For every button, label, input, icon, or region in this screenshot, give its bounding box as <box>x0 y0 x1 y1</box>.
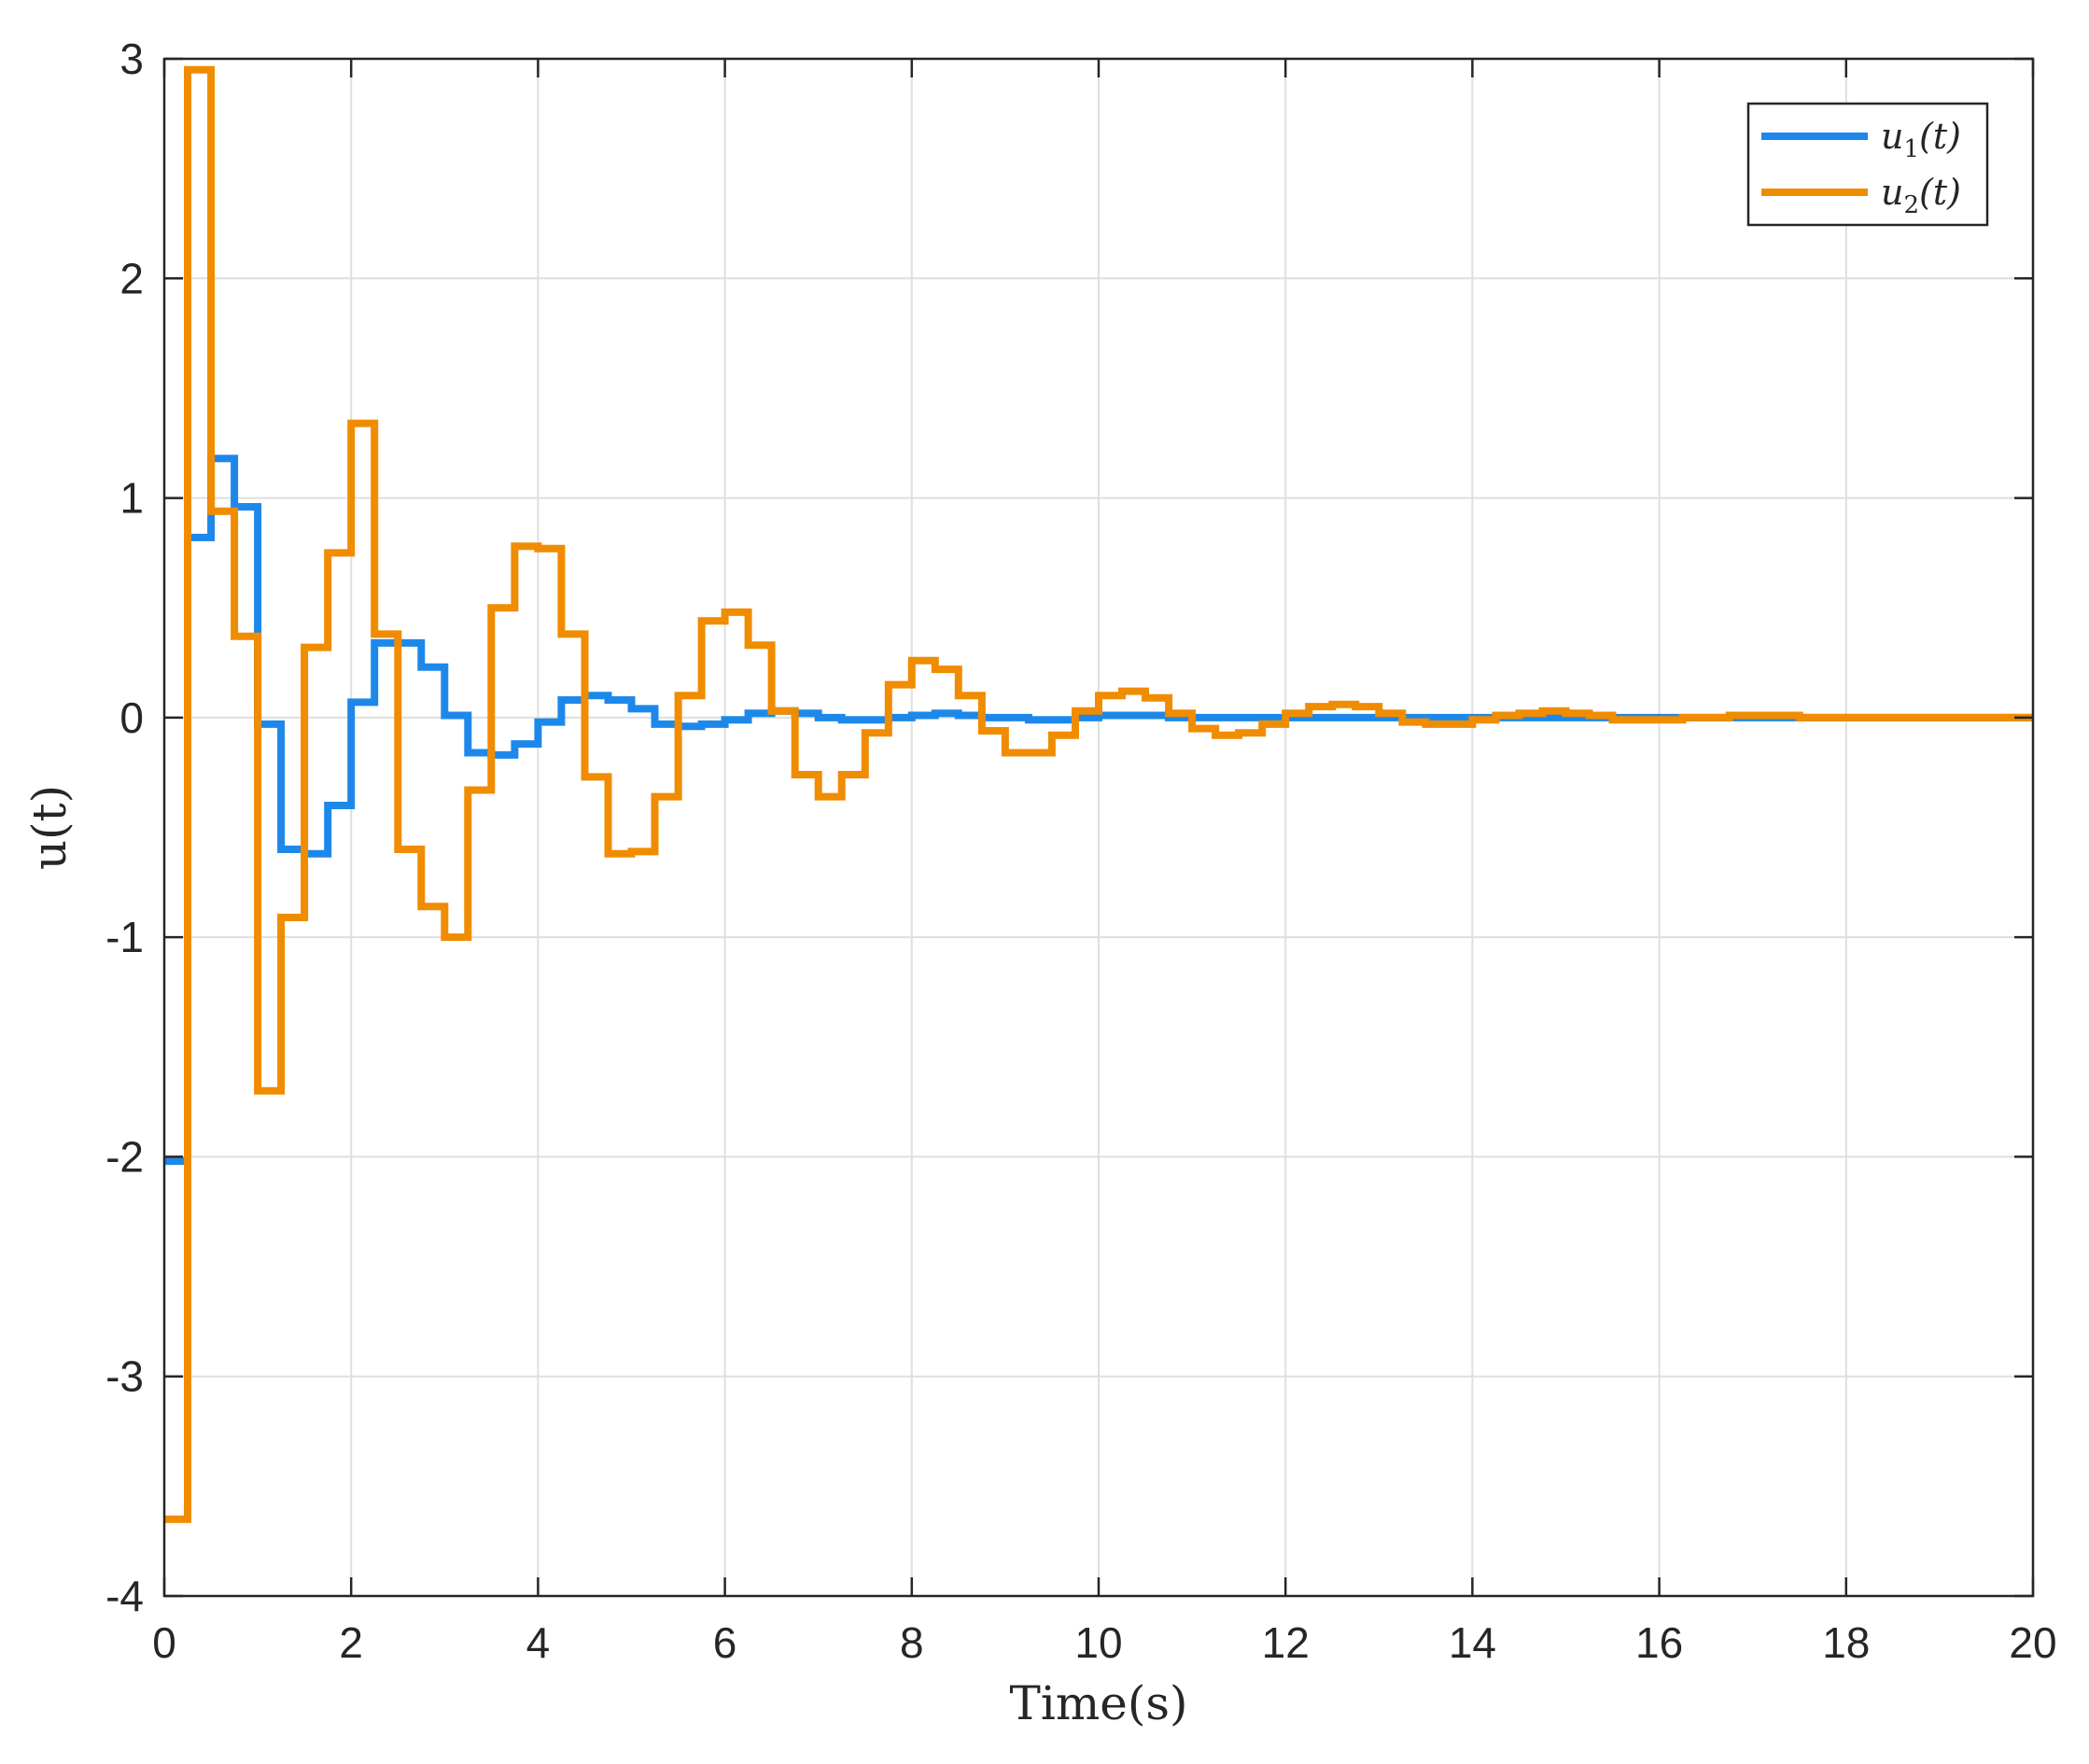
y-tick-label: -2 <box>105 1132 144 1181</box>
x-tick-label: 4 <box>526 1618 551 1667</box>
x-axis-title: Time(s) <box>1009 1676 1187 1730</box>
legend-label-u1: u1(t) <box>1881 116 1961 163</box>
x-tick-label: 10 <box>1074 1618 1122 1667</box>
series-line-u1 <box>164 455 2033 1166</box>
plot-lines <box>164 65 2033 1523</box>
x-tick-label: 12 <box>1262 1618 1310 1667</box>
y-tick-label: -3 <box>105 1352 144 1401</box>
y-tick-label: 0 <box>119 693 144 742</box>
legend-label-u2: u2(t) <box>1881 172 1961 219</box>
y-tick-label: -4 <box>105 1572 144 1620</box>
x-tick-label: 18 <box>1822 1618 1870 1667</box>
y-tick-label: 3 <box>119 35 144 83</box>
legend[interactable]: u1(t)u2(t) <box>1746 102 1989 227</box>
y-axis-title: u(t) <box>22 785 77 870</box>
y-axis-tick-labels: 3 2 1 0 -1 -2 -3 -4 <box>105 35 144 1620</box>
legend-subscript: 2 <box>1903 191 1919 219</box>
tick-marks <box>162 57 2035 1598</box>
y-tick-label: -1 <box>105 913 144 961</box>
x-tick-label: 14 <box>1449 1618 1496 1667</box>
x-tick-label: 8 <box>900 1618 924 1667</box>
x-tick-label: 16 <box>1635 1618 1683 1667</box>
legend-subscript: 1 <box>1903 135 1919 163</box>
y-tick-label: 1 <box>119 474 144 523</box>
series-line-u2 <box>164 65 2033 1523</box>
x-tick-label: 2 <box>339 1618 363 1667</box>
x-tick-label: 0 <box>152 1618 176 1667</box>
x-tick-label: 20 <box>2009 1618 2056 1667</box>
x-axis-tick-labels: 0 2 4 6 8 10 12 14 16 18 20 <box>152 1618 2056 1667</box>
legend-symbol: u <box>1881 172 1903 213</box>
x-tick-label: 6 <box>713 1618 737 1667</box>
legend-argument: (t) <box>1919 172 1961 213</box>
legend-box <box>1746 102 1989 227</box>
y-tick-label: 2 <box>119 254 144 302</box>
legend-argument: (t) <box>1919 116 1961 157</box>
legend-symbol: u <box>1881 116 1903 157</box>
